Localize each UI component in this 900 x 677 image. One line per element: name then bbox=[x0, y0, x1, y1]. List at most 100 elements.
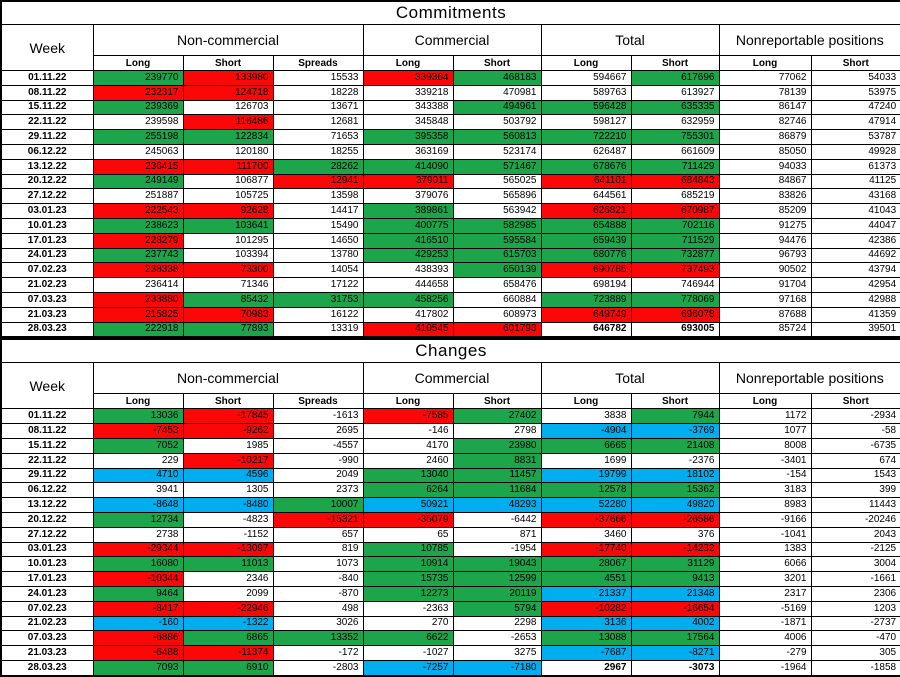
value-cell[interactable]: -1041 bbox=[718, 526, 812, 543]
value-cell[interactable]: 3838 bbox=[540, 408, 632, 425]
value-cell[interactable]: 503792 bbox=[452, 114, 542, 131]
value-cell[interactable]: -2737 bbox=[810, 615, 900, 632]
value-cell[interactable]: 44047 bbox=[810, 217, 900, 234]
value-cell[interactable]: 657 bbox=[272, 526, 364, 543]
value-cell[interactable]: 2798 bbox=[452, 423, 542, 439]
value-cell[interactable]: 17564 bbox=[630, 630, 720, 647]
value-cell[interactable]: 249149 bbox=[92, 173, 184, 190]
value-cell[interactable]: 498 bbox=[272, 600, 364, 617]
value-cell[interactable]: 85209 bbox=[718, 203, 812, 219]
value-cell[interactable]: 658476 bbox=[452, 277, 542, 293]
value-cell[interactable]: 3026 bbox=[272, 615, 364, 632]
value-cell[interactable]: 42386 bbox=[810, 232, 900, 249]
value-cell[interactable]: 732877 bbox=[630, 247, 720, 264]
value-cell[interactable]: 1699 bbox=[540, 452, 632, 469]
value-cell[interactable]: 746944 bbox=[630, 277, 720, 293]
value-cell[interactable]: 615703 bbox=[452, 247, 542, 264]
value-cell[interactable]: 82746 bbox=[718, 114, 812, 131]
value-cell[interactable]: 16080 bbox=[92, 556, 184, 573]
value-cell[interactable]: 680776 bbox=[540, 247, 632, 264]
value-cell[interactable]: 236415 bbox=[92, 158, 184, 175]
value-cell[interactable]: -160 bbox=[92, 615, 184, 632]
week-cell[interactable]: 24.01.23 bbox=[0, 585, 94, 602]
value-cell[interactable]: 400775 bbox=[362, 217, 454, 234]
value-cell[interactable]: 238338 bbox=[92, 262, 184, 279]
value-cell[interactable]: 3275 bbox=[452, 645, 542, 661]
value-cell[interactable]: 23980 bbox=[452, 437, 542, 454]
value-cell[interactable]: -20246 bbox=[810, 511, 900, 528]
value-cell[interactable]: 595584 bbox=[452, 232, 542, 249]
week-cell[interactable]: 10.01.23 bbox=[0, 556, 94, 573]
value-cell[interactable]: 819 bbox=[272, 541, 364, 558]
week-cell[interactable]: 24.01.23 bbox=[0, 247, 94, 264]
value-cell[interactable]: 4551 bbox=[540, 571, 632, 587]
week-cell[interactable]: 13.12.22 bbox=[0, 497, 94, 513]
value-cell[interactable]: 429253 bbox=[362, 247, 454, 264]
value-cell[interactable]: 92628 bbox=[182, 203, 274, 219]
value-cell[interactable]: 54033 bbox=[810, 70, 900, 86]
value-cell[interactable]: 122834 bbox=[182, 129, 274, 145]
value-cell[interactable]: 1073 bbox=[272, 556, 364, 573]
value-cell[interactable]: 613927 bbox=[630, 84, 720, 101]
value-cell[interactable]: -8417 bbox=[92, 600, 184, 617]
value-cell[interactable]: 596428 bbox=[540, 99, 632, 116]
value-cell[interactable]: -9166 bbox=[718, 511, 812, 528]
value-cell[interactable]: 458256 bbox=[362, 291, 454, 308]
value-cell[interactable]: 2099 bbox=[182, 585, 274, 602]
value-cell[interactable]: 7052 bbox=[92, 437, 184, 454]
week-cell[interactable]: 15.11.22 bbox=[0, 437, 94, 454]
value-cell[interactable]: 18255 bbox=[272, 143, 364, 160]
value-cell[interactable]: 646782 bbox=[540, 321, 632, 338]
value-cell[interactable]: 702116 bbox=[630, 217, 720, 234]
value-cell[interactable]: 91704 bbox=[718, 277, 812, 293]
week-cell[interactable]: 29.11.22 bbox=[0, 129, 94, 145]
value-cell[interactable]: -1027 bbox=[362, 645, 454, 661]
value-cell[interactable]: 3941 bbox=[92, 482, 184, 499]
value-cell[interactable]: 31753 bbox=[272, 291, 364, 308]
value-cell[interactable]: -13097 bbox=[182, 541, 274, 558]
value-cell[interactable]: -2125 bbox=[810, 541, 900, 558]
value-cell[interactable]: 6066 bbox=[718, 556, 812, 573]
value-cell[interactable]: -14232 bbox=[630, 541, 720, 558]
value-cell[interactable]: 87688 bbox=[718, 306, 812, 323]
value-cell[interactable]: 737493 bbox=[630, 262, 720, 279]
week-cell[interactable]: 01.11.22 bbox=[0, 70, 94, 86]
value-cell[interactable]: 77062 bbox=[718, 70, 812, 86]
value-cell[interactable]: -2934 bbox=[810, 408, 900, 425]
value-cell[interactable]: 468183 bbox=[452, 70, 542, 86]
value-cell[interactable]: 111700 bbox=[182, 158, 274, 175]
value-cell[interactable]: 222543 bbox=[92, 203, 184, 219]
value-cell[interactable]: 589763 bbox=[540, 84, 632, 101]
value-cell[interactable]: 12681 bbox=[272, 114, 364, 131]
value-cell[interactable]: 2738 bbox=[92, 526, 184, 543]
value-cell[interactable]: 571467 bbox=[452, 158, 542, 175]
value-cell[interactable]: 438393 bbox=[362, 262, 454, 279]
value-cell[interactable]: 13088 bbox=[540, 630, 632, 647]
value-cell[interactable]: 661609 bbox=[630, 143, 720, 160]
value-cell[interactable]: 41043 bbox=[810, 203, 900, 219]
value-cell[interactable]: 12578 bbox=[540, 482, 632, 499]
value-cell[interactable]: 649749 bbox=[540, 306, 632, 323]
value-cell[interactable]: 339364 bbox=[362, 70, 454, 86]
value-cell[interactable]: 3183 bbox=[718, 482, 812, 499]
week-cell[interactable]: 21.02.23 bbox=[0, 277, 94, 293]
value-cell[interactable]: -1613 bbox=[272, 408, 364, 425]
week-cell[interactable]: 07.03.23 bbox=[0, 630, 94, 647]
value-cell[interactable]: 52280 bbox=[540, 497, 632, 513]
value-cell[interactable]: 1985 bbox=[182, 437, 274, 454]
value-cell[interactable]: -17845 bbox=[182, 408, 274, 425]
value-cell[interactable]: 343388 bbox=[362, 99, 454, 116]
value-cell[interactable]: 229 bbox=[92, 452, 184, 469]
value-cell[interactable]: 444658 bbox=[362, 277, 454, 293]
value-cell[interactable]: -154 bbox=[718, 467, 812, 484]
value-cell[interactable]: -4904 bbox=[540, 423, 632, 439]
value-cell[interactable]: 4596 bbox=[182, 467, 274, 484]
value-cell[interactable]: -4823 bbox=[182, 511, 274, 528]
value-cell[interactable]: 670987 bbox=[630, 203, 720, 219]
value-cell[interactable]: 563942 bbox=[452, 203, 542, 219]
value-cell[interactable]: 28262 bbox=[272, 158, 364, 175]
week-cell[interactable]: 06.12.22 bbox=[0, 482, 94, 499]
value-cell[interactable]: -4557 bbox=[272, 437, 364, 454]
value-cell[interactable]: 379011 bbox=[362, 173, 454, 190]
value-cell[interactable]: 53787 bbox=[810, 129, 900, 145]
